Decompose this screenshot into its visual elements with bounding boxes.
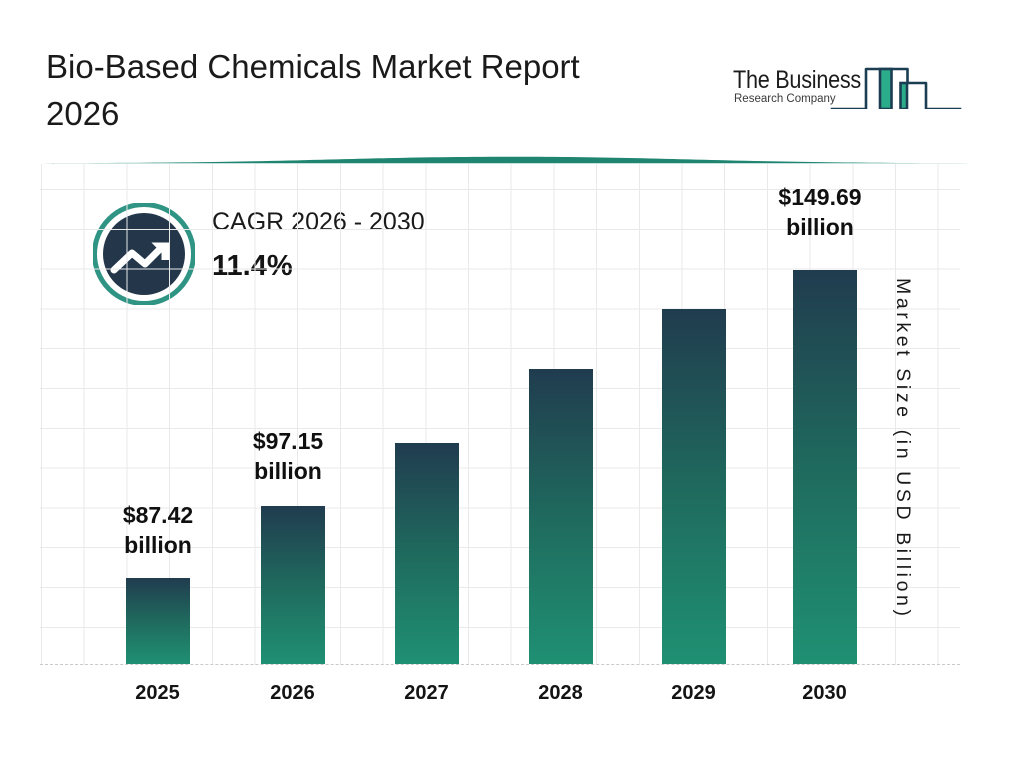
svg-text:The Business: The Business — [733, 66, 861, 94]
svg-text:Market Size (in USD Billion): Market Size (in USD Billion) — [892, 278, 914, 616]
svg-text:Research Company: Research Company — [734, 93, 836, 105]
